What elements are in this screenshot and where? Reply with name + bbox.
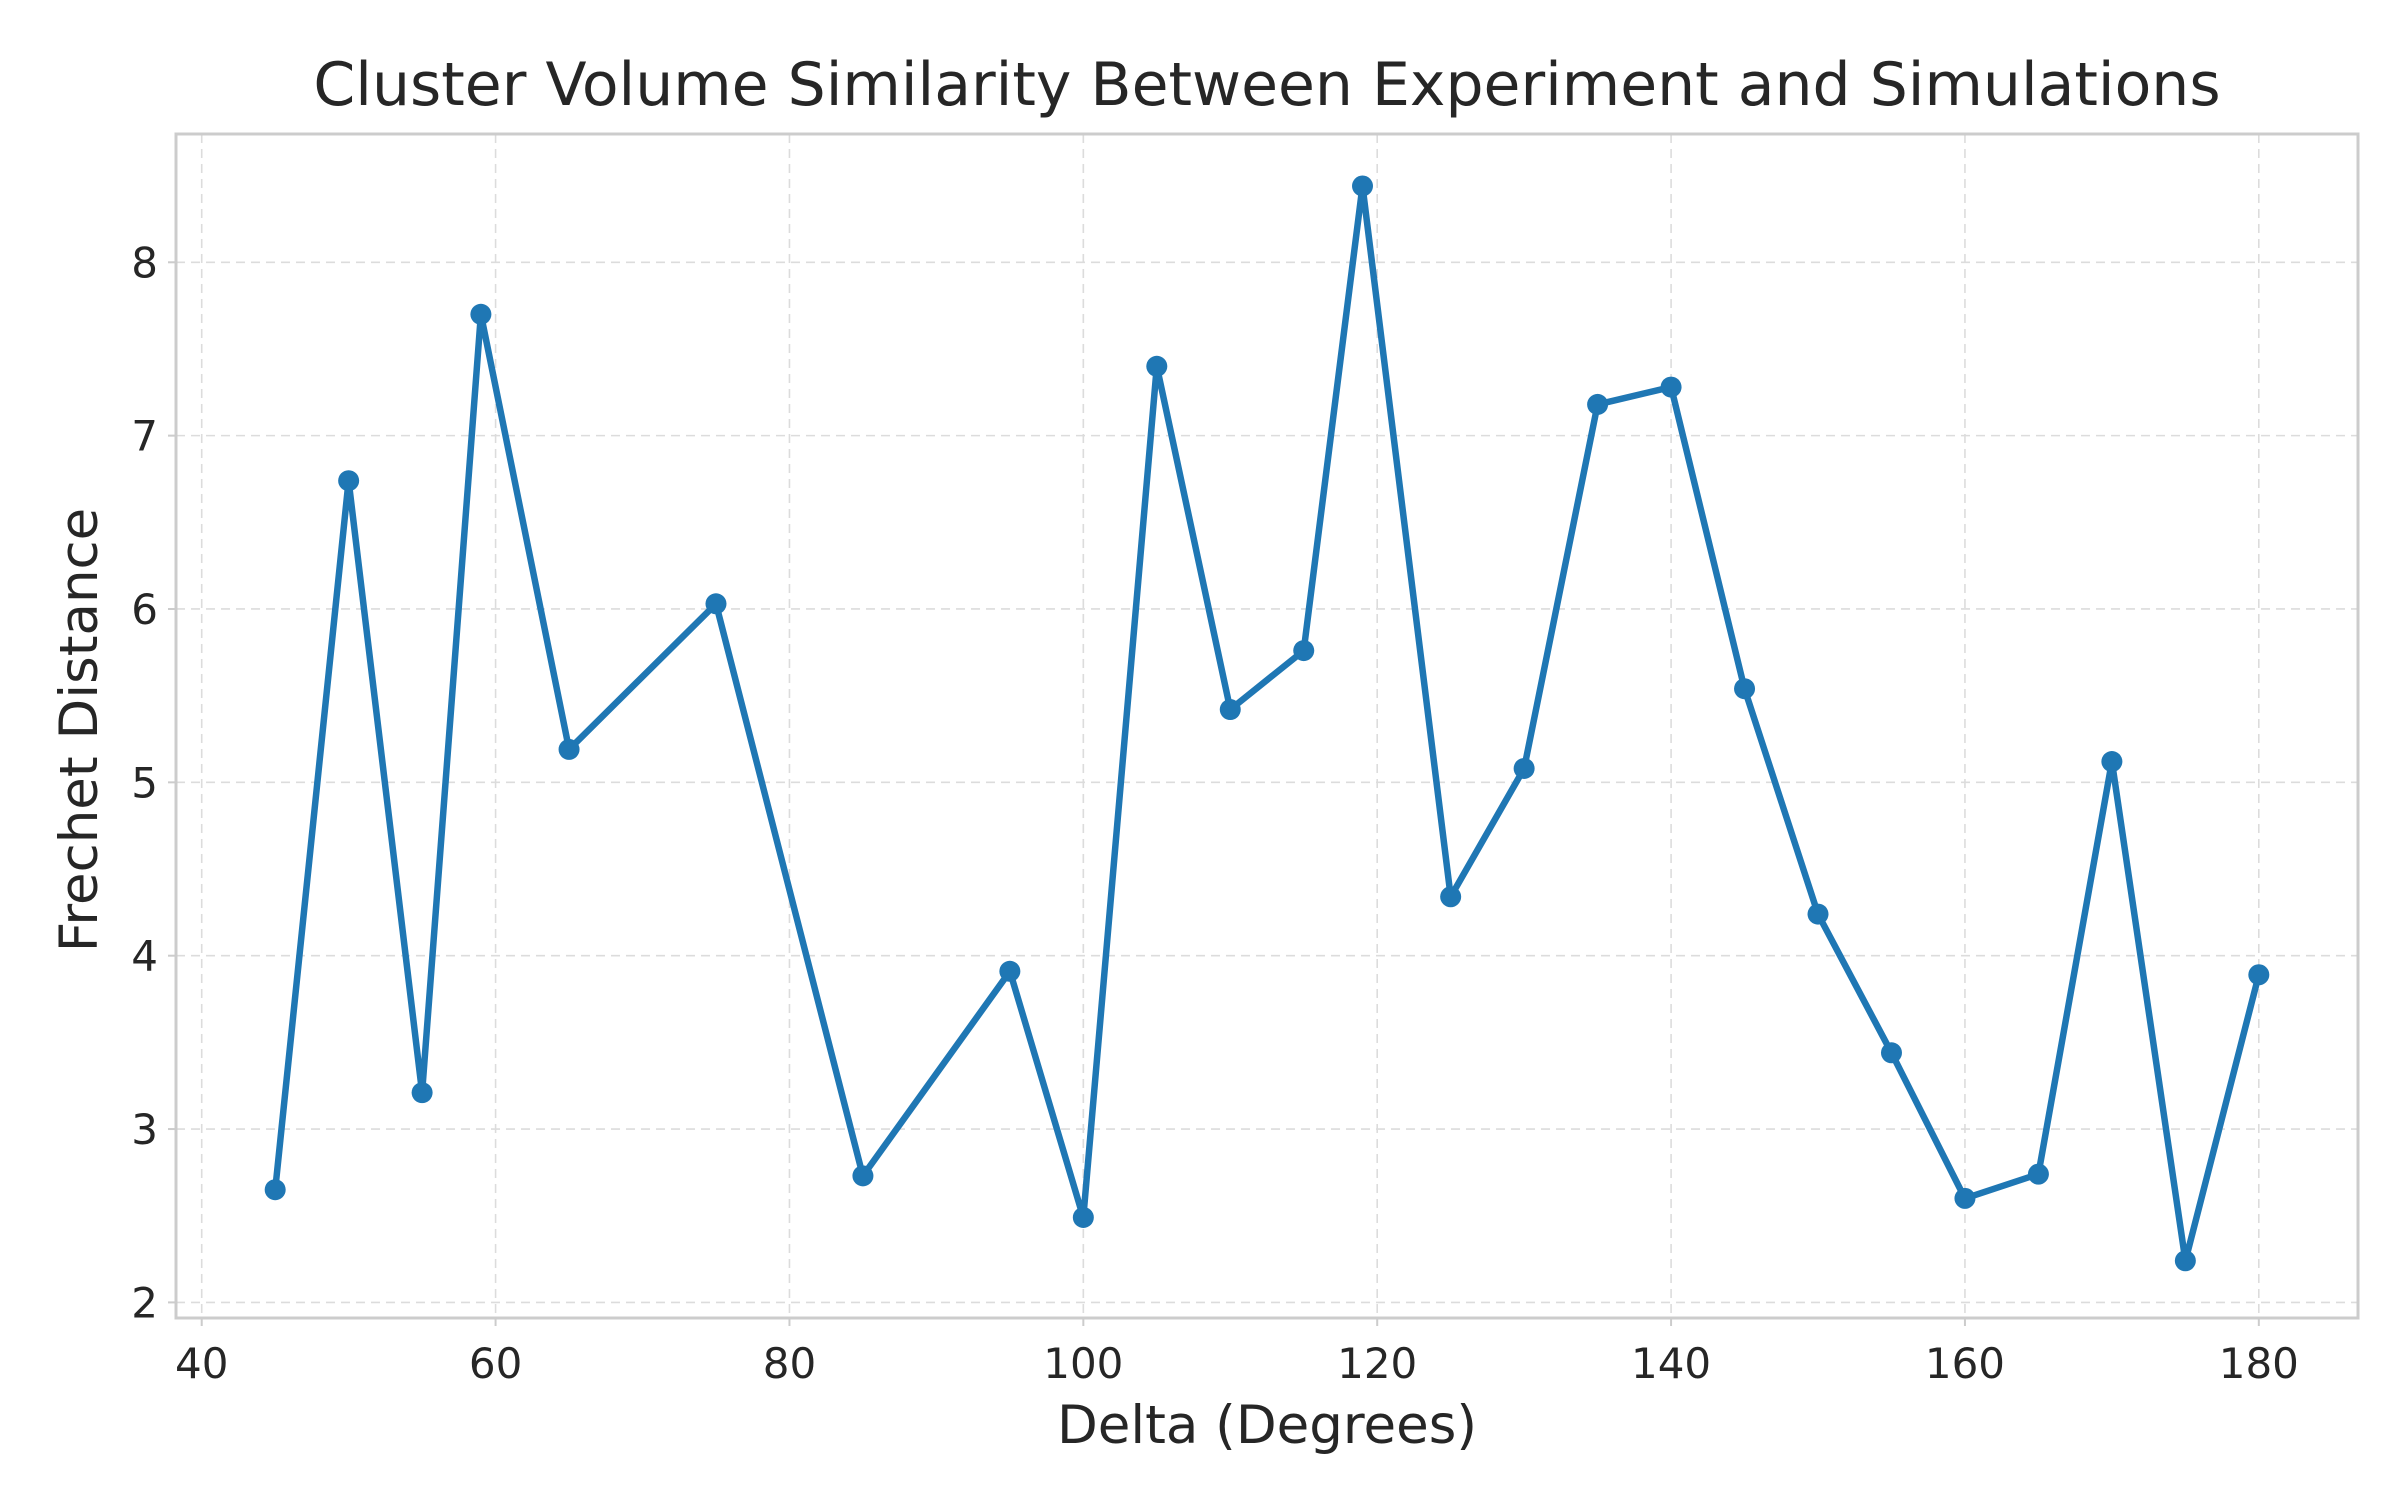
y-tick-label: 7 bbox=[131, 412, 158, 461]
y-tick-label: 4 bbox=[131, 932, 158, 981]
data-point bbox=[1734, 678, 1756, 700]
data-point bbox=[2027, 1163, 2049, 1185]
x-tick-label: 40 bbox=[175, 1339, 228, 1388]
data-point bbox=[1954, 1187, 1976, 1209]
data-point bbox=[1440, 886, 1462, 908]
data-point bbox=[1293, 640, 1315, 662]
x-tick-label: 180 bbox=[2219, 1339, 2299, 1388]
y-tick-label: 3 bbox=[131, 1105, 158, 1154]
data-point bbox=[1587, 393, 1609, 415]
data-point bbox=[1219, 699, 1241, 721]
data-point bbox=[2248, 964, 2270, 986]
data-point bbox=[2174, 1250, 2196, 1272]
data-point bbox=[338, 470, 360, 492]
data-point bbox=[1072, 1206, 1094, 1228]
x-tick-label: 60 bbox=[469, 1339, 522, 1388]
data-point bbox=[264, 1179, 286, 1201]
data-point bbox=[852, 1165, 874, 1187]
x-tick-label: 80 bbox=[763, 1339, 816, 1388]
axis-ticks: 40 60 80 100 120 140 160 180 2 3 4 5 6 7 8 bbox=[131, 238, 2299, 1388]
grid bbox=[176, 134, 2358, 1318]
plot-frame bbox=[174, 132, 2360, 1320]
data-point bbox=[1880, 1042, 1902, 1064]
data-point bbox=[1513, 757, 1535, 779]
data-point bbox=[1146, 355, 1168, 377]
y-tick-label: 5 bbox=[131, 758, 158, 807]
x-tick-label: 120 bbox=[1337, 1339, 1417, 1388]
data-point bbox=[1807, 903, 1829, 925]
chart-title: Cluster Volume Similarity Between Experi… bbox=[313, 50, 2220, 120]
y-tick-label: 2 bbox=[131, 1278, 158, 1327]
data-series bbox=[264, 175, 2270, 1272]
data-point bbox=[470, 303, 492, 325]
data-point bbox=[411, 1082, 433, 1104]
data-point bbox=[558, 738, 580, 760]
y-tick-label: 8 bbox=[131, 238, 158, 287]
data-point bbox=[705, 593, 727, 615]
y-axis-label: Frechet Distance bbox=[49, 508, 110, 953]
data-point bbox=[999, 960, 1021, 982]
x-tick-label: 140 bbox=[1631, 1339, 1711, 1388]
y-tick-label: 6 bbox=[131, 585, 158, 634]
data-point bbox=[1352, 175, 1374, 197]
x-tick-label: 100 bbox=[1043, 1339, 1123, 1388]
data-point bbox=[1660, 376, 1682, 398]
x-tick-label: 160 bbox=[1925, 1339, 2005, 1388]
x-axis-label: Delta (Degrees) bbox=[1057, 1395, 1477, 1456]
data-point bbox=[2101, 751, 2123, 773]
